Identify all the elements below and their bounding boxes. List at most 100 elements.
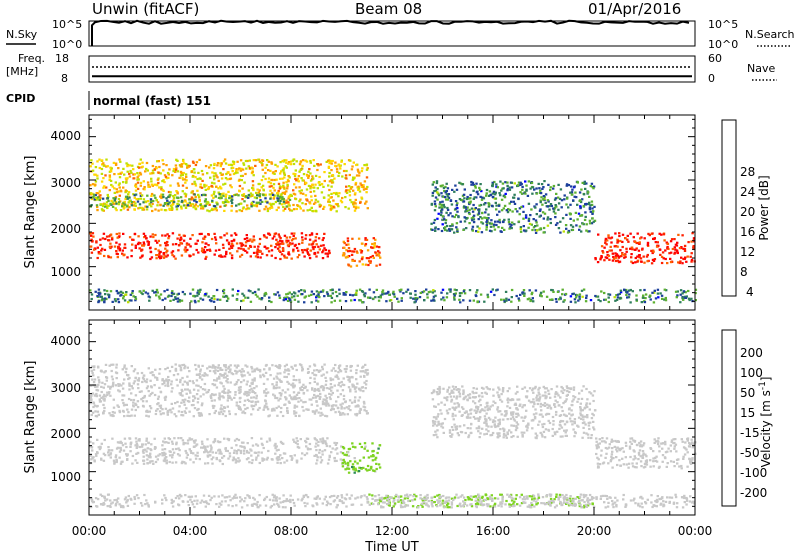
echo-cell-0 [328, 455, 331, 459]
echo-cell-3 [479, 404, 482, 407]
echo-cell-3 [509, 417, 513, 420]
echo-cell-4 [591, 217, 594, 220]
echo-cell-1 [122, 181, 125, 184]
echo-cell-1 [289, 160, 293, 163]
echo-cell-4 [577, 212, 581, 215]
echo-cell-1 [365, 163, 369, 166]
echo-cell-2 [346, 464, 350, 467]
echo-cell-1 [154, 368, 157, 371]
echo-cell-1 [262, 373, 265, 376]
echo-cell-1 [136, 406, 140, 409]
echo-cell-4 [586, 230, 590, 233]
echo-cell-6 [582, 288, 586, 291]
echo-cell-3 [365, 257, 369, 260]
echo-cell-6 [663, 298, 666, 301]
echo-cell-6 [123, 299, 127, 302]
echo-cell-0 [314, 438, 317, 441]
echo-cell-1 [149, 393, 153, 396]
echo-cell-6 [607, 293, 610, 296]
echo-cell-1 [90, 369, 93, 372]
echo-cell-1 [118, 411, 122, 414]
echo-cell-1 [121, 409, 125, 412]
echo-cell-1 [325, 399, 328, 402]
echo-cell-2 [354, 446, 357, 449]
echo-cell-6 [687, 297, 691, 300]
echo-cell-6 [222, 295, 225, 298]
echo-cell-4 [527, 217, 531, 220]
echo-cell-1 [323, 363, 326, 366]
echo-cell-3 [360, 242, 364, 245]
echo-cell-3 [440, 425, 443, 428]
echo-cell-3 [467, 413, 470, 416]
echo-cell-6 [573, 298, 577, 301]
echo-cell-1 [319, 414, 322, 417]
echo-cell-0 [177, 249, 180, 252]
echo-cell-1 [274, 396, 277, 400]
echo-cell-0 [285, 236, 288, 239]
echo-cell-1 [185, 204, 188, 207]
echo-cell-1 [364, 369, 368, 372]
echo-cell-2 [343, 460, 346, 463]
echo-cell-4 [565, 227, 568, 230]
echo-cell-3 [511, 398, 515, 401]
echo-cell-1 [244, 407, 247, 411]
echo-cell-1 [277, 399, 280, 402]
echo-cell-0 [146, 447, 149, 450]
echo-cell-0 [316, 251, 320, 254]
echo-cell-1 [339, 403, 342, 406]
echo-cell-0 [206, 438, 209, 441]
echo-cell-3 [469, 412, 473, 415]
echo-cell-1 [114, 200, 118, 203]
echo-cell-1 [286, 380, 289, 383]
echo-cell-1 [219, 367, 222, 370]
echo-cell-3 [365, 238, 369, 241]
echo-cell-1 [341, 402, 344, 405]
echo-cell-1 [128, 414, 131, 418]
echo-cell-0 [146, 240, 149, 243]
echo-cell-1 [262, 408, 265, 411]
echo-cell-1 [308, 168, 311, 171]
echo-cell-0 [171, 461, 174, 464]
echo-cell-3 [533, 387, 537, 390]
echo-cell-1 [182, 171, 185, 175]
echo-cell-4 [500, 209, 504, 212]
echo-cell-0 [166, 244, 169, 247]
echo-cell-1 [234, 391, 237, 394]
echo-cell-6 [257, 288, 260, 291]
echo-cell-0 [202, 248, 205, 251]
echo-cell-1 [128, 382, 131, 385]
echo-cell-6 [523, 294, 526, 297]
echo-cell-2 [224, 201, 227, 204]
echo-cell-6 [142, 289, 145, 292]
echo-cell-4 [579, 199, 582, 202]
echo-cell-4 [472, 203, 475, 207]
echo-cell-0 [295, 461, 299, 464]
echo-cell-0 [298, 253, 301, 257]
echo-cell-4 [466, 197, 469, 201]
echo-cell-0 [167, 235, 171, 238]
echo-cell-5 [616, 254, 620, 257]
echo-cell-1 [174, 367, 178, 370]
echo-cell-2 [203, 193, 207, 196]
echo-cell-6 [327, 294, 330, 297]
echo-cell-1 [265, 392, 268, 395]
echo-cell-1 [201, 402, 204, 405]
echo-cell-5 [690, 240, 693, 243]
echo-cell-1 [366, 368, 369, 372]
echo-cell-0 [314, 236, 318, 239]
echo-cell-1 [274, 387, 278, 390]
echo-cell-1 [155, 376, 159, 380]
echo-cell-1 [158, 186, 161, 189]
echo-cell-1 [309, 172, 312, 175]
echo-cell-4 [444, 191, 447, 194]
echo-cell-6 [432, 289, 435, 292]
echo-cell-1 [339, 411, 342, 414]
echo-cell-4 [439, 201, 442, 204]
echo-cell-1 [294, 173, 297, 176]
echo-cell-1 [292, 172, 295, 175]
echo-cell-1 [317, 388, 320, 391]
echo-cell-0 [258, 242, 261, 245]
echo-cell-1 [340, 405, 343, 408]
echo-cell-0 [230, 234, 233, 237]
echo-cell-1 [136, 383, 140, 386]
